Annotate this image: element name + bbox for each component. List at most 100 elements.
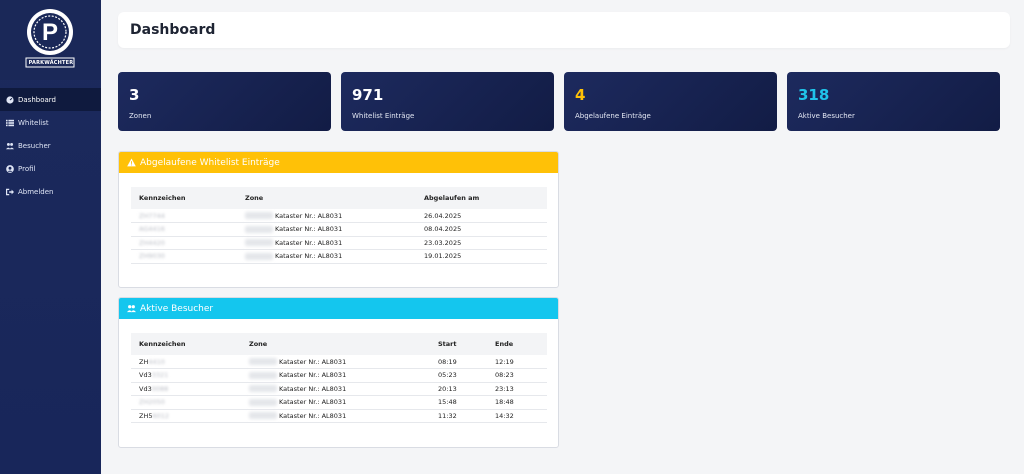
plate-redacted: 3321	[151, 371, 169, 380]
start-cell: 20:13	[430, 382, 487, 396]
stat-label: Abgelaufene Einträge	[575, 112, 651, 120]
redacted-block	[249, 358, 277, 365]
plate-cell: ZH7744	[139, 211, 165, 220]
visitors-table: Kennzeichen Zone Start Ende ZH4410 Katas…	[131, 333, 547, 423]
end-cell: 08:23	[487, 368, 547, 383]
start-cell: 08:19	[430, 355, 487, 369]
sidebar-nav: Dashboard Whitelist Besucher Profil Abme…	[0, 88, 101, 203]
column-header[interactable]: Start	[438, 340, 457, 348]
users-icon	[5, 141, 14, 150]
table-row[interactable]: ZH9030 Kataster Nr.: AL8031 19.01.2025	[131, 249, 547, 264]
zone-cell: Kataster Nr.: AL8031	[275, 238, 343, 247]
redacted-block	[245, 252, 273, 260]
svg-text:P: P	[42, 19, 58, 46]
date-cell: 19.01.2025	[416, 249, 547, 264]
logout-icon	[5, 187, 14, 196]
zone-cell: Kataster Nr.: AL8031	[279, 371, 347, 380]
sidebar-item-label: Abmelden	[18, 187, 54, 196]
sidebar-item-besucher[interactable]: Besucher	[0, 134, 101, 157]
stat-value: 971	[352, 86, 384, 104]
table-header-row: Kennzeichen Zone Abgelaufen am	[131, 187, 547, 209]
date-cell: 26.04.2025	[416, 209, 547, 223]
plate-cell: ZH9030	[139, 252, 165, 261]
zone-cell: Kataster Nr.: AL8031	[279, 357, 347, 366]
page-header: Dashboard	[118, 12, 1010, 48]
gauge-icon	[5, 95, 14, 104]
warning-icon	[127, 157, 137, 168]
plate-cell: ZH4420	[139, 238, 165, 247]
sidebar-item-label: Dashboard	[18, 95, 56, 104]
stat-card-visitors[interactable]: 318 Aktive Besucher	[787, 72, 1000, 131]
column-header[interactable]: Abgelaufen am	[424, 194, 480, 202]
plate-redacted: 6012	[152, 411, 170, 420]
date-cell: 23.03.2025	[416, 236, 547, 250]
redacted-block	[249, 398, 277, 406]
panel-header: Aktive Besucher	[119, 298, 558, 319]
column-header[interactable]: Zone	[245, 194, 264, 202]
zone-cell: Kataster Nr.: AL8031	[275, 225, 343, 234]
plate-cell: AG4416	[139, 225, 165, 234]
table-row[interactable]: ZH7744 Kataster Nr.: AL8031 26.04.2025	[131, 209, 547, 223]
panel-title: Abgelaufene Whitelist Einträge	[140, 157, 280, 168]
column-header[interactable]: Kennzeichen	[139, 340, 186, 348]
panel-title: Aktive Besucher	[140, 303, 214, 314]
page-title: Dashboard	[130, 22, 216, 38]
table-header-row: Kennzeichen Zone Start Ende	[131, 333, 547, 355]
stat-card-expired[interactable]: 4 Abgelaufene Einträge	[564, 72, 777, 131]
table-row[interactable]: ZH2050 Kataster Nr.: AL8031 15:48 18:48	[131, 395, 547, 410]
stat-value: 3	[129, 86, 140, 104]
sidebar-item-profil[interactable]: Profil	[0, 157, 101, 180]
redacted-block	[249, 385, 277, 393]
table-row[interactable]: AG4416 Kataster Nr.: AL8031 08.04.2025	[131, 222, 547, 237]
stat-label: Zonen	[129, 112, 152, 120]
sidebar: P PARKWÄCHTER Dashboard Whitelist Besuch…	[0, 0, 101, 474]
users-icon	[127, 304, 137, 314]
active-visitors-panel: Aktive Besucher Kennzeichen Zone Start E…	[118, 297, 559, 448]
plate-cell: ZH5	[139, 411, 153, 420]
start-cell: 11:32	[430, 409, 487, 423]
table-row[interactable]: ZH56012 Kataster Nr.: AL8031 11:32 14:32	[131, 409, 547, 423]
column-header[interactable]: Kennzeichen	[139, 194, 186, 202]
logo-text: PARKWÄCHTER	[28, 59, 74, 66]
redacted-block	[249, 412, 277, 420]
redacted-block	[245, 239, 273, 247]
plate-cell: ZH	[139, 357, 149, 366]
column-header[interactable]: Ende	[495, 340, 514, 348]
redacted-block	[249, 371, 277, 379]
end-cell: 14:32	[487, 409, 547, 423]
table-row[interactable]: ZH4410 Kataster Nr.: AL8031 08:19 12:19	[131, 355, 547, 369]
expired-table: Kennzeichen Zone Abgelaufen am ZH7744 Ka…	[131, 187, 547, 264]
logo-area: P PARKWÄCHTER	[0, 0, 101, 80]
zone-cell: Kataster Nr.: AL8031	[279, 384, 347, 393]
zone-cell: Kataster Nr.: AL8031	[279, 411, 347, 420]
user-circle-icon	[5, 164, 14, 173]
stat-value: 4	[575, 86, 586, 104]
date-cell: 08.04.2025	[416, 222, 547, 237]
sidebar-item-whitelist[interactable]: Whitelist	[0, 111, 101, 134]
end-cell: 23:13	[487, 382, 547, 396]
table-row[interactable]: Vd33321 Kataster Nr.: AL8031 05:23 08:23	[131, 368, 547, 383]
column-header[interactable]: Zone	[249, 340, 268, 348]
start-cell: 15:48	[430, 395, 487, 410]
stat-label: Aktive Besucher	[798, 112, 855, 120]
stat-card-whitelist[interactable]: 971 Whitelist Einträge	[341, 72, 554, 131]
stat-label: Whitelist Einträge	[352, 112, 415, 120]
plate-cell: Vd3	[139, 371, 152, 380]
sidebar-item-label: Profil	[18, 164, 36, 173]
zone-cell: Kataster Nr.: AL8031	[275, 252, 343, 261]
start-cell: 05:23	[430, 368, 487, 383]
plate-cell: Vd3	[139, 384, 152, 393]
stat-card-zonen[interactable]: 3 Zonen	[118, 72, 331, 131]
zone-cell: Kataster Nr.: AL8031	[275, 211, 343, 220]
redacted-block	[245, 212, 273, 219]
sidebar-item-dashboard[interactable]: Dashboard	[0, 88, 101, 111]
parkwaechter-logo[interactable]: P	[24, 6, 76, 70]
plate-redacted: ZH2050	[139, 398, 165, 407]
plate-redacted: 4410	[148, 357, 165, 366]
list-icon	[5, 118, 14, 127]
table-row[interactable]: ZH4420 Kataster Nr.: AL8031 23.03.2025	[131, 236, 547, 250]
panel-header: Abgelaufene Whitelist Einträge	[119, 152, 558, 173]
end-cell: 12:19	[487, 355, 547, 369]
table-row[interactable]: Vd30088 Kataster Nr.: AL8031 20:13 23:13	[131, 382, 547, 396]
sidebar-item-abmelden[interactable]: Abmelden	[0, 180, 101, 203]
